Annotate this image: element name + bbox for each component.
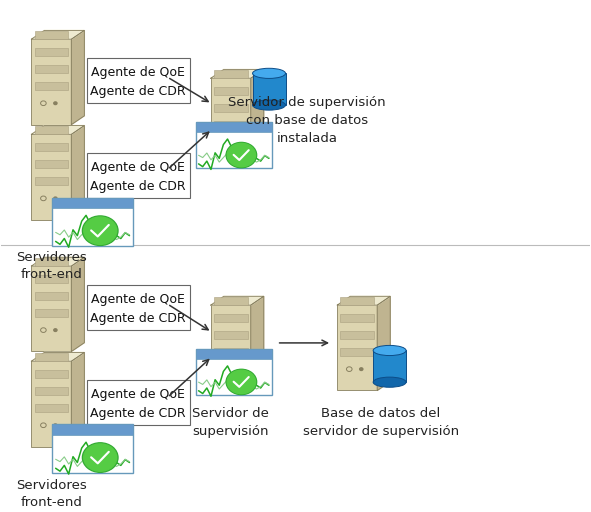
- Text: Agente de CDR: Agente de CDR: [90, 407, 186, 420]
- Bar: [35, 48, 68, 56]
- Bar: [211, 305, 251, 391]
- Circle shape: [54, 329, 57, 331]
- Bar: [196, 122, 272, 168]
- Circle shape: [84, 217, 116, 244]
- Bar: [214, 314, 248, 322]
- Circle shape: [84, 444, 116, 471]
- Bar: [214, 87, 248, 95]
- FancyBboxPatch shape: [87, 153, 190, 198]
- Bar: [35, 370, 68, 378]
- Bar: [211, 78, 251, 164]
- Polygon shape: [31, 125, 85, 134]
- Text: Servidores
front-end: Servidores front-end: [16, 479, 87, 508]
- Bar: [31, 361, 72, 446]
- Text: Base de datos del
servidor de supervisión: Base de datos del servidor de supervisió…: [303, 408, 459, 438]
- FancyBboxPatch shape: [87, 380, 190, 425]
- Bar: [35, 258, 68, 266]
- Bar: [31, 266, 72, 351]
- Bar: [252, 73, 285, 105]
- Bar: [31, 39, 72, 124]
- Polygon shape: [211, 296, 264, 305]
- Bar: [35, 353, 68, 361]
- Bar: [53, 424, 133, 435]
- Bar: [340, 348, 374, 356]
- Text: Agente de QoE: Agente de QoE: [91, 388, 185, 401]
- Polygon shape: [377, 296, 390, 391]
- Bar: [214, 104, 248, 112]
- Text: Agente de CDR: Agente de CDR: [90, 180, 186, 193]
- Bar: [196, 349, 272, 359]
- FancyBboxPatch shape: [87, 58, 190, 103]
- Polygon shape: [251, 296, 264, 391]
- Polygon shape: [31, 258, 85, 266]
- Polygon shape: [31, 352, 85, 361]
- Text: Agente de QoE: Agente de QoE: [91, 293, 185, 306]
- Text: Servidor de supervisión
con base de datos
instalada: Servidor de supervisión con base de dato…: [229, 96, 386, 145]
- Bar: [35, 292, 68, 300]
- Bar: [53, 424, 133, 473]
- Polygon shape: [337, 296, 390, 305]
- Bar: [196, 122, 272, 132]
- Bar: [35, 65, 68, 73]
- Circle shape: [226, 142, 256, 168]
- Circle shape: [82, 443, 118, 473]
- Polygon shape: [31, 30, 85, 39]
- Bar: [35, 143, 68, 151]
- Circle shape: [54, 197, 57, 200]
- Ellipse shape: [373, 346, 406, 355]
- Bar: [214, 348, 248, 356]
- Circle shape: [54, 102, 57, 104]
- Circle shape: [82, 216, 118, 245]
- Text: Servidores
front-end: Servidores front-end: [16, 251, 87, 281]
- Bar: [340, 314, 374, 322]
- Circle shape: [54, 424, 57, 426]
- Text: Servidor de
supervisión: Servidor de supervisión: [192, 408, 269, 438]
- Circle shape: [360, 368, 363, 371]
- Polygon shape: [251, 70, 264, 164]
- Bar: [53, 198, 133, 246]
- Bar: [35, 126, 68, 134]
- Bar: [373, 351, 406, 382]
- Bar: [214, 331, 248, 339]
- Polygon shape: [211, 70, 264, 78]
- Text: Agente de QoE: Agente de QoE: [91, 161, 185, 174]
- Bar: [35, 275, 68, 283]
- Ellipse shape: [373, 377, 406, 387]
- Bar: [35, 387, 68, 395]
- Polygon shape: [72, 352, 85, 446]
- Circle shape: [233, 141, 236, 143]
- Text: Agente de QoE: Agente de QoE: [91, 66, 185, 79]
- Polygon shape: [72, 258, 85, 351]
- Bar: [337, 305, 377, 391]
- Circle shape: [233, 368, 236, 371]
- Bar: [35, 31, 68, 39]
- Circle shape: [226, 369, 256, 395]
- Bar: [340, 331, 374, 339]
- Ellipse shape: [252, 68, 285, 78]
- Bar: [31, 134, 72, 220]
- Ellipse shape: [252, 100, 285, 110]
- Circle shape: [228, 143, 255, 167]
- Bar: [35, 160, 68, 168]
- Polygon shape: [72, 30, 85, 124]
- Bar: [340, 297, 374, 305]
- Bar: [214, 70, 248, 78]
- Bar: [214, 121, 248, 129]
- Circle shape: [228, 370, 255, 394]
- FancyBboxPatch shape: [87, 285, 190, 330]
- Bar: [35, 178, 68, 185]
- Bar: [35, 309, 68, 317]
- Bar: [196, 349, 272, 395]
- Polygon shape: [72, 125, 85, 220]
- Text: Agente de CDR: Agente de CDR: [90, 312, 186, 325]
- Bar: [35, 82, 68, 90]
- Bar: [214, 297, 248, 305]
- Bar: [35, 404, 68, 412]
- Text: Agente de CDR: Agente de CDR: [90, 84, 186, 98]
- Bar: [53, 198, 133, 208]
